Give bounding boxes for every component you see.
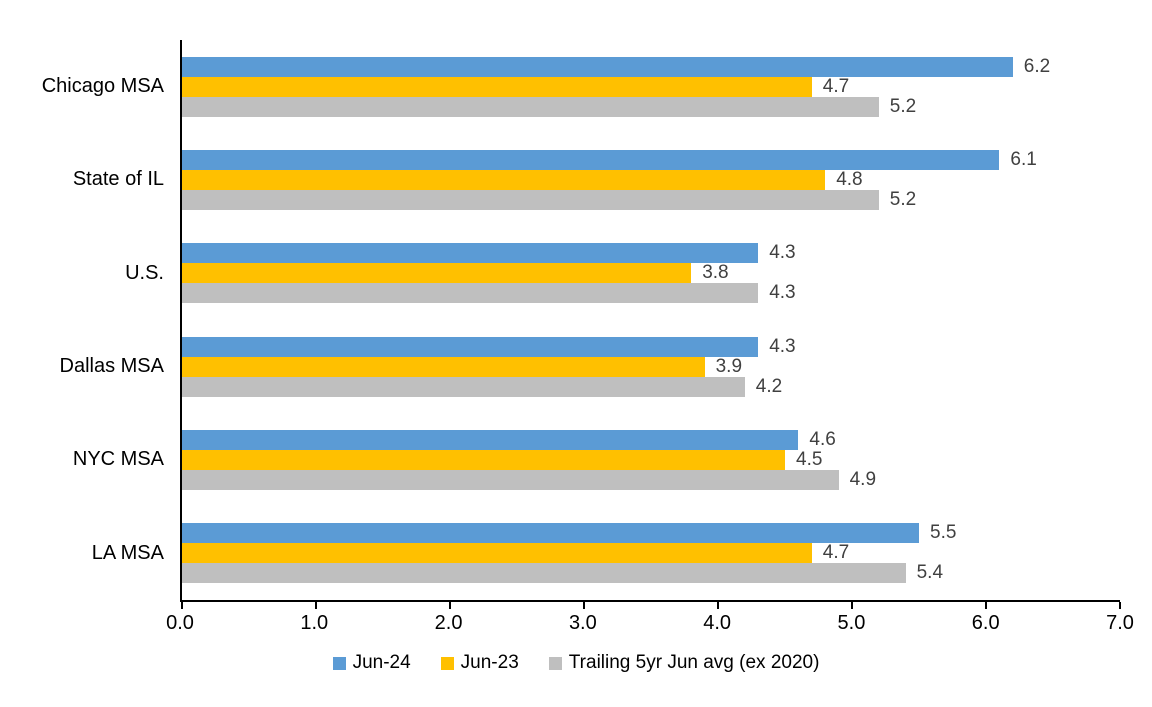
category-label: Dallas MSA (59, 355, 164, 378)
bar-row: 5.5 (182, 522, 1120, 544)
x-axis-tick (181, 602, 183, 609)
x-axis-tick-label: 0.0 (166, 612, 194, 634)
bar-jun-23 (182, 543, 812, 564)
x-axis-tick-label: 5.0 (837, 612, 866, 634)
bar-trailing-5yr-jun-avg-ex-2020 (182, 376, 745, 397)
data-label: 4.3 (769, 335, 796, 357)
x-axis-tick-label: 3.0 (568, 612, 597, 634)
x-axis-tick-label: 6.0 (971, 612, 1000, 634)
bar-trailing-5yr-jun-avg-ex-2020 (182, 563, 906, 584)
bar-group: 4.6 4.5 4.9 (182, 413, 1120, 506)
x-axis-tick (583, 602, 585, 609)
bar-row: 3.9 (182, 355, 1120, 377)
bar-trailing-5yr-jun-avg-ex-2020 (182, 96, 879, 117)
legend-swatch (332, 656, 346, 670)
data-label: 4.2 (755, 375, 783, 397)
category-label: LA MSA (91, 541, 164, 564)
bar-jun-23 (182, 449, 785, 470)
legend-item: Jun-24 (332, 652, 411, 674)
data-label: 4.8 (836, 168, 863, 190)
category-label: U.S. (125, 261, 164, 284)
x-axis-tick-label: 7.0 (1106, 612, 1134, 634)
data-label: 4.7 (822, 75, 850, 97)
x-axis-tick (1119, 602, 1121, 609)
data-label: 3.9 (715, 355, 743, 377)
bar-row: 4.2 (182, 375, 1120, 397)
bar-trailing-5yr-jun-avg-ex-2020 (182, 189, 879, 210)
bar-trailing-5yr-jun-avg-ex-2020 (182, 283, 759, 304)
x-axis-tick-label: 4.0 (703, 612, 732, 634)
legend-label: Jun-24 (352, 652, 411, 673)
x-axis-tick (851, 602, 853, 609)
bar-row: 3.8 (182, 262, 1120, 284)
bar-row: 4.6 (182, 428, 1120, 450)
bar-group: 4.3 3.9 4.2 (182, 320, 1120, 413)
category-label: NYC MSA (72, 448, 164, 471)
legend-item: Jun-23 (440, 652, 519, 674)
bar-row: 4.9 (182, 468, 1120, 490)
bar-jun-24 (182, 336, 759, 357)
bar-row: 4.3 (182, 242, 1120, 264)
bar-group: 6.2 4.7 5.2 (182, 40, 1120, 133)
data-label: 6.1 (1010, 148, 1037, 170)
bar-group: 6.1 4.8 5.2 (182, 133, 1120, 226)
data-label: 4.6 (809, 428, 836, 450)
x-axis-tick (716, 602, 719, 609)
bar-jun-23 (182, 169, 826, 190)
bar-row: 5.2 (182, 95, 1120, 117)
bar-jun-24 (182, 243, 759, 264)
x-axis-tick-label: 1.0 (300, 612, 329, 634)
bar-trailing-5yr-jun-avg-ex-2020 (182, 469, 839, 490)
category-label: State of IL (72, 168, 164, 191)
x-axis-tick (985, 602, 987, 609)
bar-row: 5.4 (182, 562, 1120, 584)
x-axis-tick-label: 2.0 (434, 612, 463, 634)
bar-row: 6.2 (182, 55, 1120, 77)
bar-group: 4.3 3.8 4.3 (182, 227, 1120, 320)
data-label: 4.9 (849, 468, 877, 490)
data-label: 5.2 (889, 95, 917, 117)
data-label: 5.4 (916, 562, 944, 584)
data-label: 4.3 (769, 282, 796, 304)
bar-jun-24 (182, 56, 1013, 77)
data-label: 5.2 (889, 188, 917, 210)
bar-row: 6.1 (182, 148, 1120, 170)
bar-row: 4.5 (182, 448, 1120, 470)
bar-jun-24 (182, 523, 919, 544)
data-label: 5.5 (930, 522, 957, 544)
bar-row: 5.2 (182, 188, 1120, 210)
category-label: Chicago MSA (41, 75, 164, 98)
data-label: 4.3 (769, 242, 796, 264)
legend-swatch (548, 656, 562, 670)
legend-item: Trailing 5yr Jun avg (ex 2020) (548, 652, 820, 674)
bar-group: 5.5 4.7 5.4 (182, 507, 1120, 600)
bar-jun-24 (182, 149, 1000, 170)
legend-label: Jun-23 (460, 652, 519, 673)
bar-jun-23 (182, 356, 705, 377)
bar-jun-23 (182, 263, 692, 284)
x-axis-tick (448, 602, 451, 609)
bar-row: 4.7 (182, 75, 1120, 97)
legend-swatch (440, 656, 454, 670)
plot-area: 6.2 4.7 5.2 6.1 4.8 5.2 4.3 3.8 4.3 4.3 3.9 4.2 4.6 4… (180, 40, 1121, 609)
legend: Jun-24 Jun-23 Trailing 5yr Jun avg (ex 202… (0, 652, 1152, 674)
bar-row: 4.7 (182, 542, 1120, 564)
bar-jun-24 (182, 429, 799, 450)
bar-row: 4.3 (182, 282, 1120, 304)
x-axis-tick (314, 602, 317, 609)
data-label: 3.8 (702, 262, 729, 284)
data-label: 6.2 (1023, 55, 1051, 77)
bar-row: 4.3 (182, 335, 1120, 357)
legend-label: Trailing 5yr Jun avg (ex 2020) (568, 652, 820, 673)
bar-row: 4.8 (182, 168, 1120, 190)
data-label: 4.7 (822, 542, 850, 564)
bar-jun-23 (182, 76, 812, 97)
y-axis-category-labels: Chicago MSA State of IL U.S. Dallas MSA NYC … (0, 40, 180, 600)
data-label: 4.5 (796, 448, 823, 470)
x-axis: 0.0 1.0 2.0 3.0 4.0 5.0 6.0 7.0 (166, 612, 1134, 638)
plot-row: Chicago MSA State of IL U.S. Dallas MSA NYC … (0, 40, 1121, 609)
